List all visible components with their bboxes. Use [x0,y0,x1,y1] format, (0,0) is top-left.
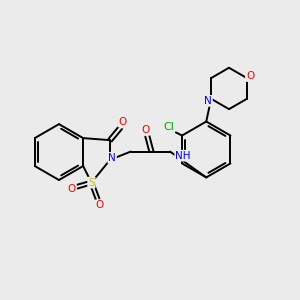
Text: S: S [88,178,95,188]
Text: Cl: Cl [163,122,174,132]
Text: N: N [204,96,212,106]
Text: NH: NH [175,151,191,161]
Text: N: N [108,153,116,163]
Text: O: O [118,117,127,127]
Text: O: O [141,125,149,135]
Text: O: O [68,184,76,194]
Text: O: O [246,71,254,81]
Text: O: O [96,200,104,210]
